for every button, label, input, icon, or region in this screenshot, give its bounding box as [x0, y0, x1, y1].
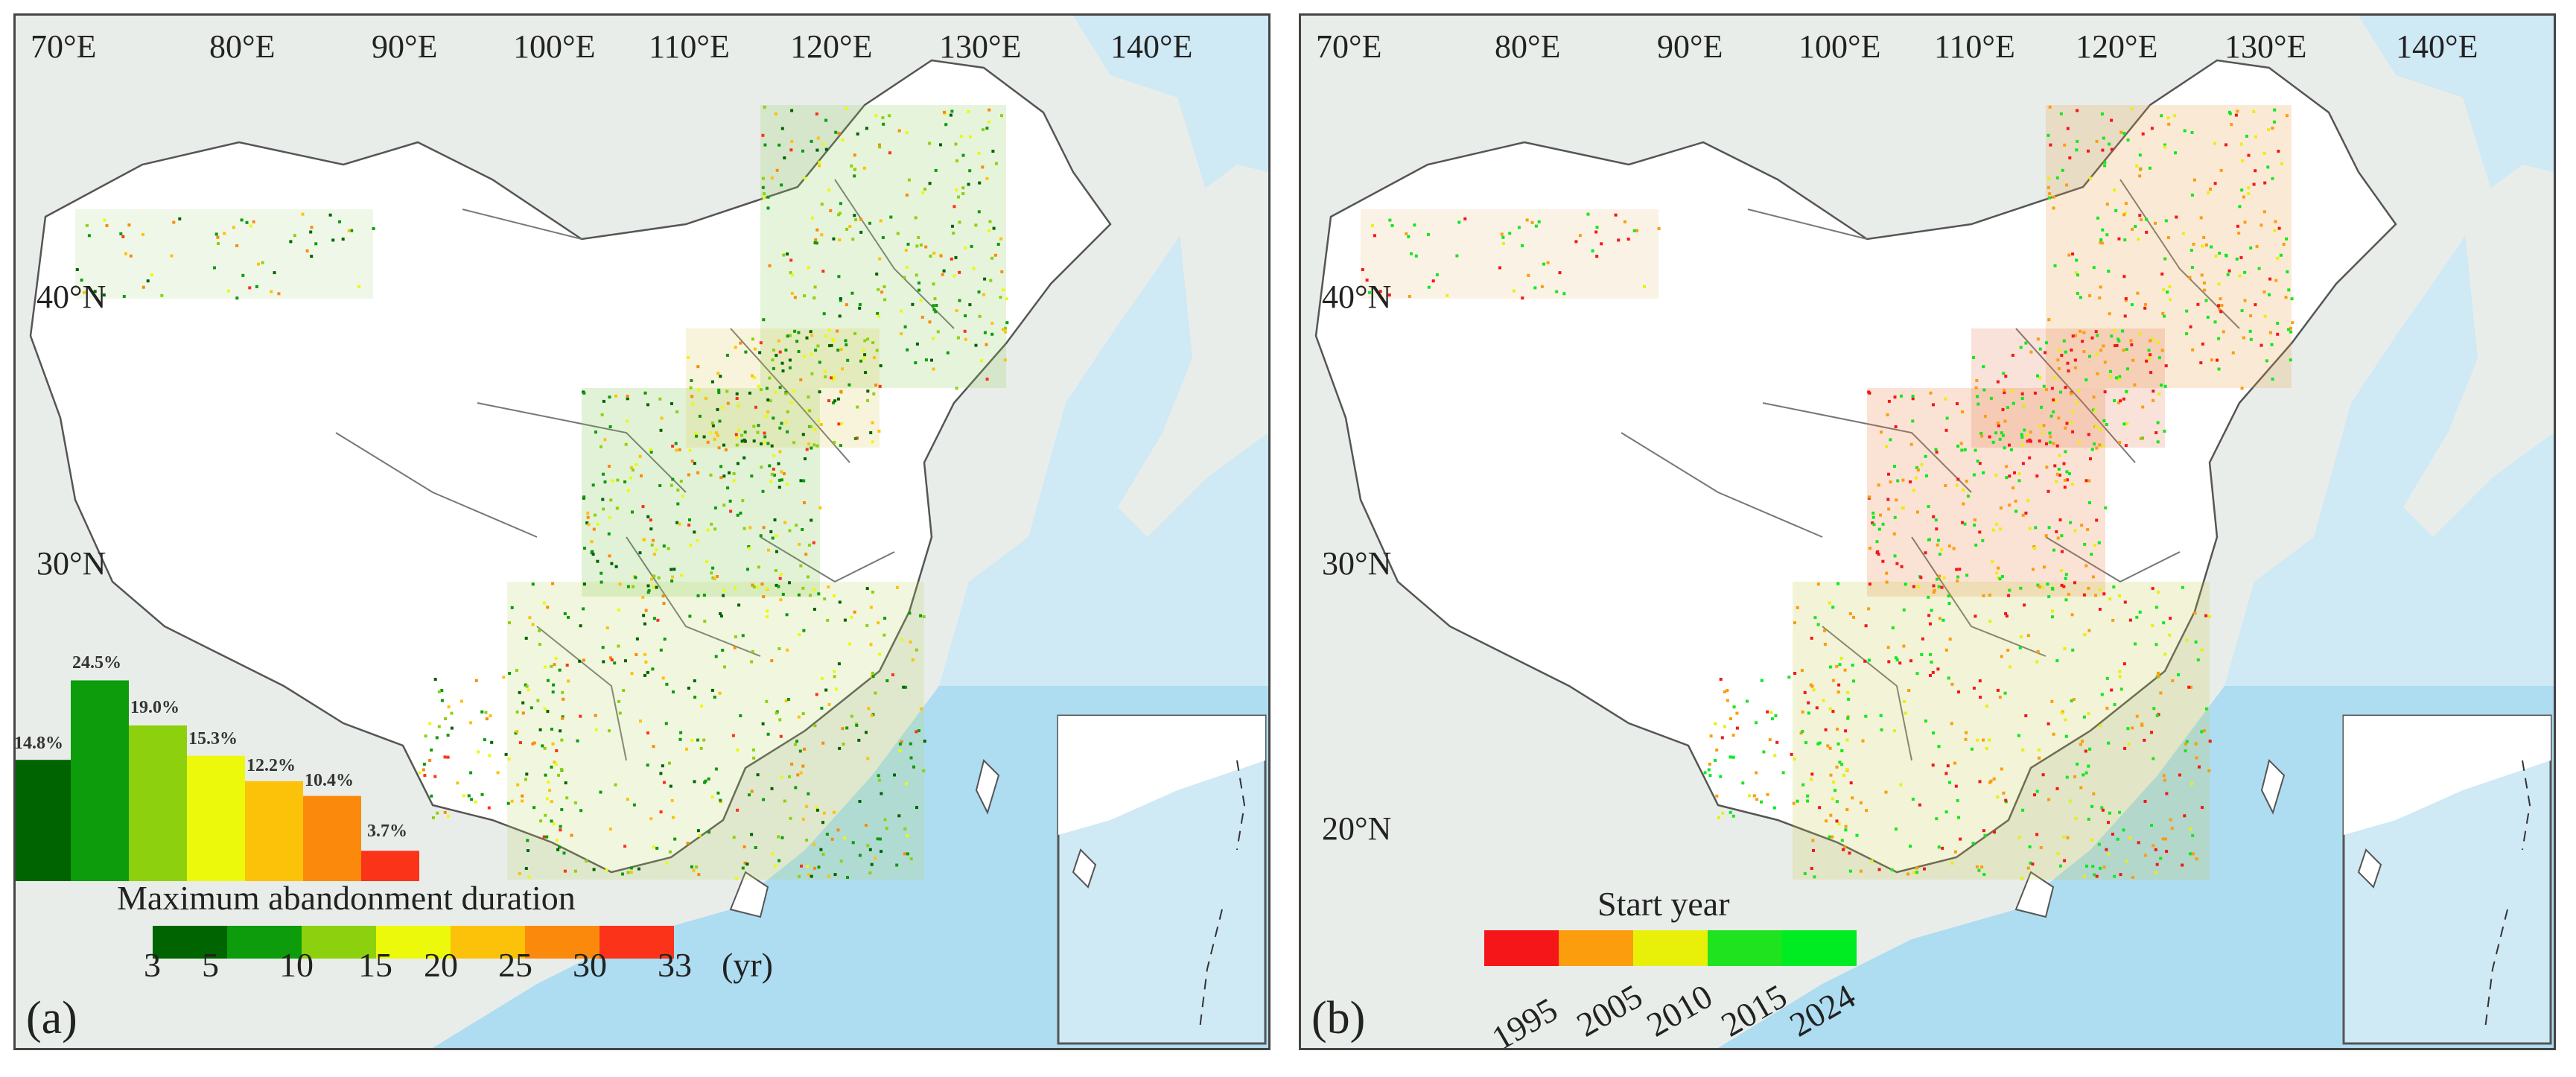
lat-label: 30°N [1322, 545, 1391, 582]
legend-swatch [1633, 930, 1708, 966]
legend-swatch [376, 926, 451, 959]
lon-label: 120°E [2076, 28, 2157, 65]
pct-label: 15.3% [188, 729, 238, 749]
legend-tick: 30 [573, 946, 607, 984]
lat-label: 20°N [1322, 810, 1391, 847]
legend-swatch [1782, 930, 1857, 966]
legend-swatch [302, 926, 376, 959]
histogram-labels: 14.8% 24.5% 19.0% 15.3% 12.2% 10.4% 3.7% [16, 653, 407, 841]
legend-unit: (yr) [722, 946, 773, 984]
histogram-bar [303, 795, 361, 881]
legend-tick: 3 [144, 946, 161, 984]
map-a-svg: 70°E 80°E 90°E 100°E 110°E 120°E 130°E 1… [16, 16, 1268, 1048]
legend-swatch [1559, 930, 1633, 966]
map-panel-b: 70°E 80°E 90°E 100°E 110°E 120°E 130°E 1… [1299, 13, 2556, 1050]
map-b-svg: 70°E 80°E 90°E 100°E 110°E 120°E 130°E 1… [1301, 16, 2554, 1048]
histogram-bar [187, 755, 245, 881]
pct-label: 24.5% [72, 653, 121, 673]
latitude-labels: 40°N 30°N 20°N [1322, 279, 1391, 847]
lon-label: 100°E [1799, 28, 1880, 65]
legend-tick: 10 [279, 946, 314, 984]
lat-label: 30°N [36, 545, 106, 582]
lon-label: 110°E [649, 28, 730, 65]
lon-label: 120°E [790, 28, 872, 65]
legend-tick: 5 [202, 946, 219, 984]
lon-label: 70°E [1316, 28, 1381, 65]
panel-letter: (b) [1311, 993, 1365, 1043]
histogram-bars [16, 680, 419, 881]
lon-label: 140°E [1110, 28, 1192, 65]
legend-title: Start year [1597, 885, 1730, 923]
lon-label: 100°E [513, 28, 595, 65]
legend-swatches [1484, 930, 1857, 966]
lon-label: 140°E [2396, 28, 2478, 65]
legend-tick: 33 [658, 946, 692, 984]
lon-label: 110°E [1934, 28, 2015, 65]
lat-label: 40°N [1322, 279, 1391, 315]
pct-label: 19.0% [130, 698, 179, 717]
latitude-labels: 40°N 30°N [36, 279, 106, 582]
histogram: 14.8% 24.5% 19.0% 15.3% 12.2% 10.4% 3.7% [16, 653, 419, 881]
panel-letter: (a) [26, 993, 77, 1043]
pct-label: 12.2% [247, 756, 296, 775]
lon-label: 90°E [372, 28, 437, 65]
lon-label: 130°E [939, 28, 1021, 65]
legend-swatch [1708, 930, 1782, 966]
legend-tick: 25 [498, 946, 532, 984]
longitude-labels: 70°E 80°E 90°E 100°E 110°E 120°E 130°E 1… [1316, 28, 2478, 65]
lon-label: 130°E [2224, 28, 2306, 65]
histogram-bar [71, 680, 129, 881]
legend-swatch [600, 926, 674, 959]
inset-map [1057, 714, 1267, 1045]
legend-tick: 15 [358, 946, 392, 984]
histogram-bar [245, 781, 303, 881]
legend-tick: 20 [424, 946, 458, 984]
longitude-labels: 70°E 80°E 90°E 100°E 110°E 120°E 130°E 1… [31, 28, 1192, 65]
map-panel-a: 70°E 80°E 90°E 100°E 110°E 120°E 130°E 1… [13, 13, 1270, 1050]
legend-a: Maximum abandonment duration 3 5 10 15 2… [117, 879, 773, 984]
lon-label: 80°E [209, 28, 275, 65]
lon-label: 80°E [1495, 28, 1560, 65]
lon-label: 70°E [31, 28, 96, 65]
lat-label: 40°N [36, 279, 106, 315]
data-pixels [75, 105, 1009, 880]
histogram-bar [361, 851, 419, 881]
legend-swatch [451, 926, 525, 959]
histogram-bar [16, 760, 71, 881]
lon-label: 90°E [1657, 28, 1723, 65]
legend-swatch [1484, 930, 1559, 966]
inset-map [2342, 714, 2552, 1045]
data-pixels [1361, 105, 2294, 880]
pct-label: 3.7% [367, 822, 407, 841]
pct-label: 10.4% [305, 771, 354, 790]
legend-swatch [525, 926, 600, 959]
histogram-bar [129, 725, 187, 881]
pct-label: 14.8% [16, 734, 63, 753]
legend-title: Maximum abandonment duration [117, 879, 576, 917]
legend-swatches [153, 926, 674, 959]
legend-swatch [153, 926, 227, 959]
legend-swatch [227, 926, 302, 959]
